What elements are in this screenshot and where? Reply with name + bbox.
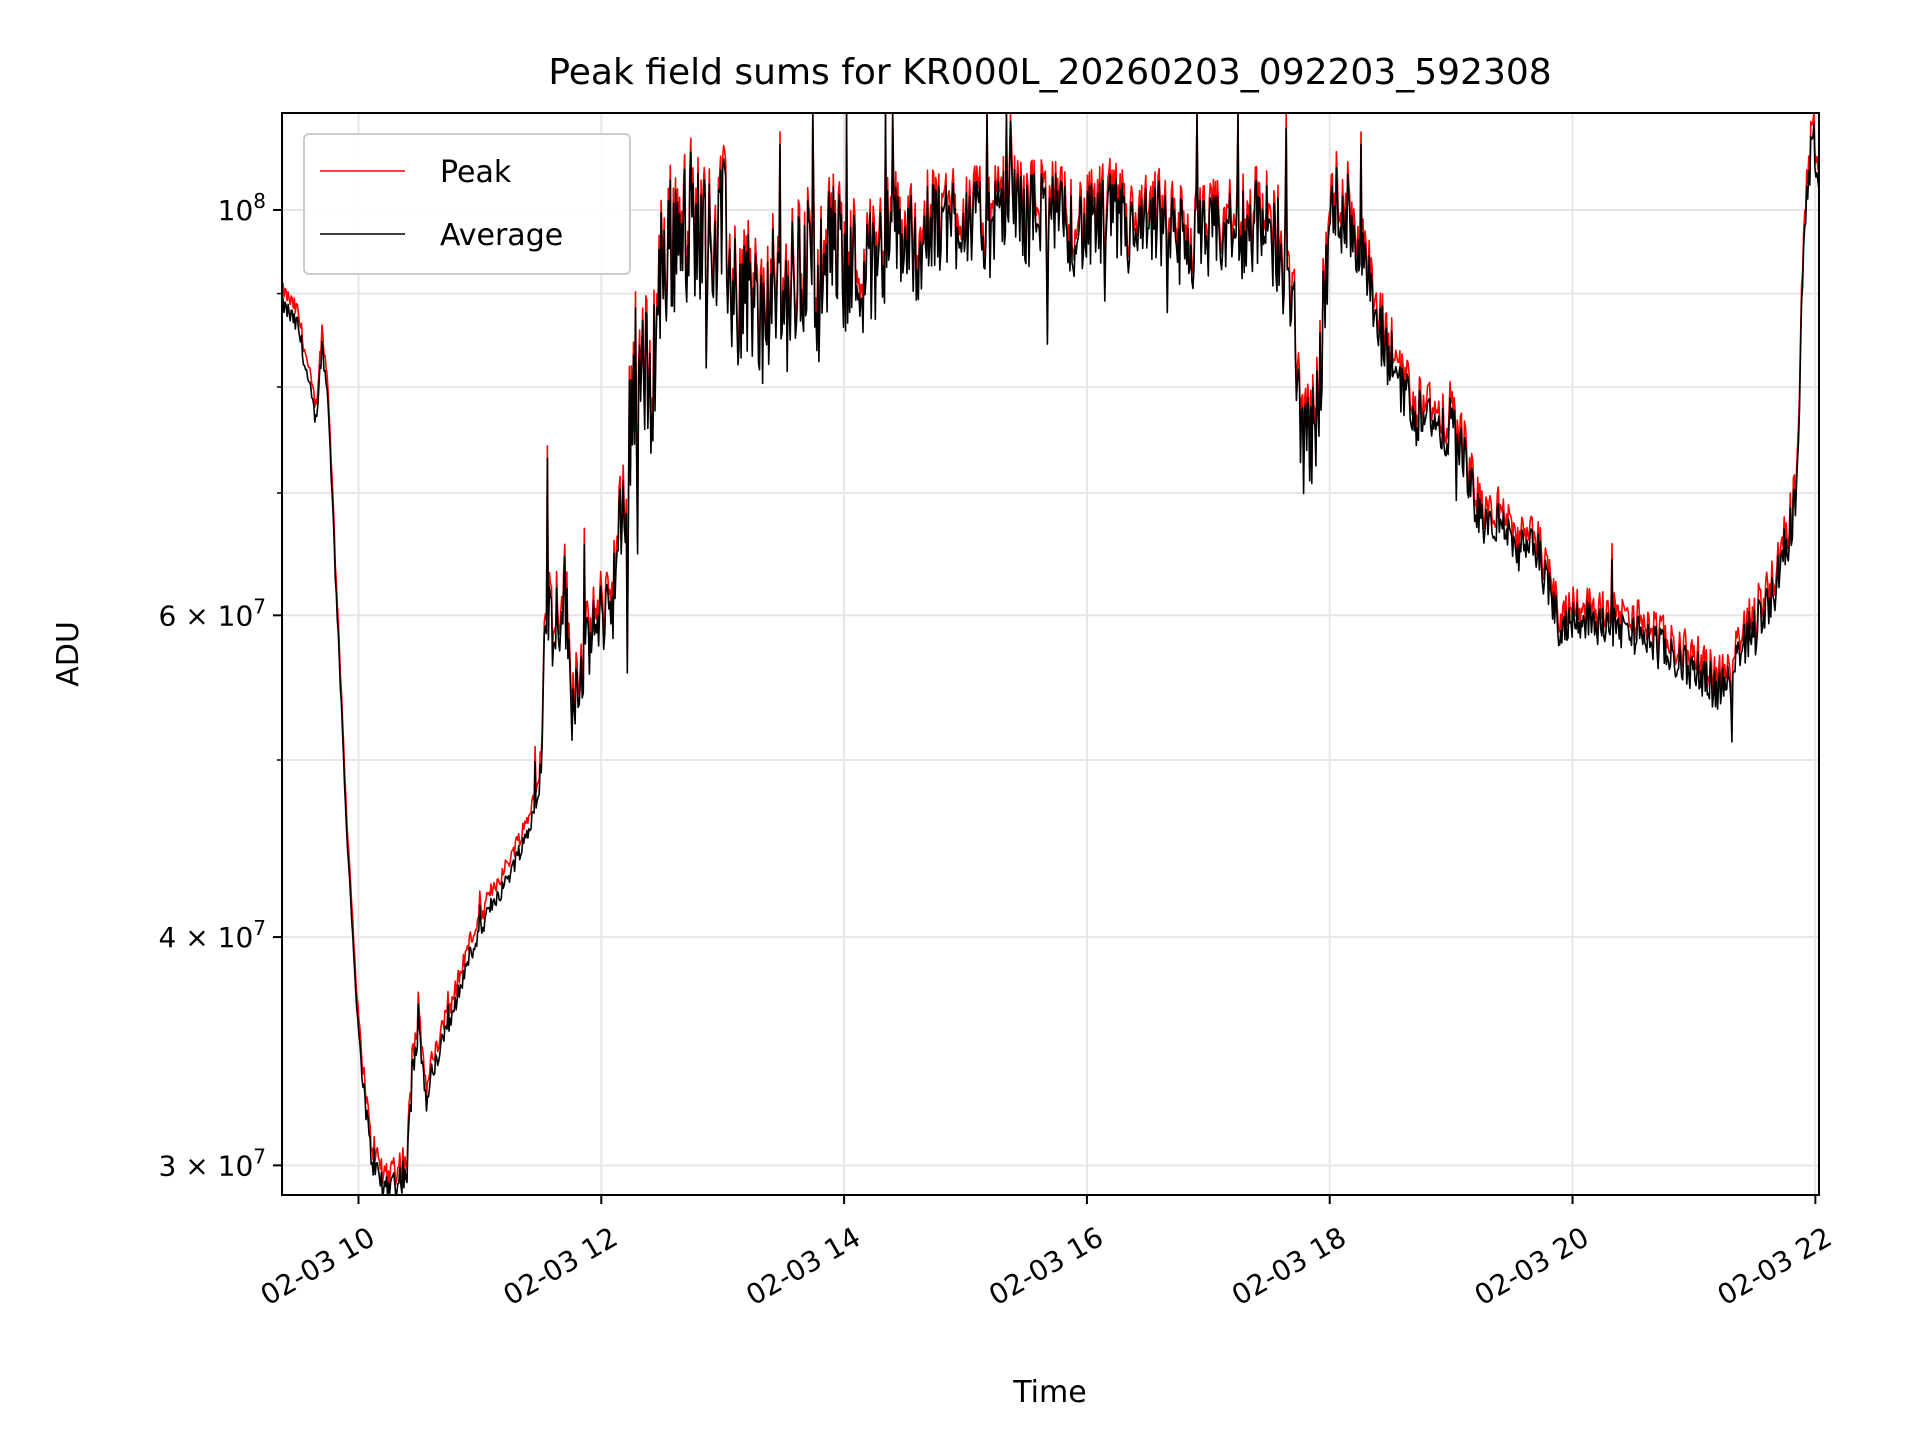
ticks-layer: 02-03 10 02-03 12 02-03 14 02-03 16 02-03 18… xyxy=(159,189,1838,1312)
series-line-peak xyxy=(282,113,1819,1189)
x-tick-label: 02-03 14 xyxy=(740,1220,866,1312)
series-line-average xyxy=(282,113,1819,1195)
x-tick-label: 02-03 22 xyxy=(1712,1220,1838,1312)
legend-box xyxy=(303,133,631,275)
y-tick-label: 3 × 107 xyxy=(159,1144,266,1182)
x-axis-title: Time xyxy=(1012,1375,1086,1410)
x-tick-label: 02-03 20 xyxy=(1469,1220,1595,1312)
x-tick-label: 02-03 16 xyxy=(983,1220,1109,1312)
x-tick-label: 02-03 18 xyxy=(1226,1220,1352,1312)
plot-frame xyxy=(281,112,1820,1196)
y-tick-label: 108 xyxy=(218,189,266,227)
legend-average-label: Average xyxy=(440,218,563,253)
y-axis-title: ADU xyxy=(51,621,86,687)
legend: Peak Average xyxy=(303,133,631,275)
chart-title: Peak field sums for KR000L_20260203_0922… xyxy=(548,52,1551,93)
x-tick-label: 02-03 10 xyxy=(255,1220,381,1312)
x-tick-label: 02-03 12 xyxy=(498,1220,624,1312)
y-tick-label: 4 × 107 xyxy=(159,916,266,954)
series-layer xyxy=(282,113,1819,1195)
legend-peak-label: Peak xyxy=(440,155,512,190)
y-tick-label: 6 × 107 xyxy=(159,594,266,632)
grid-layer xyxy=(282,113,1819,1195)
